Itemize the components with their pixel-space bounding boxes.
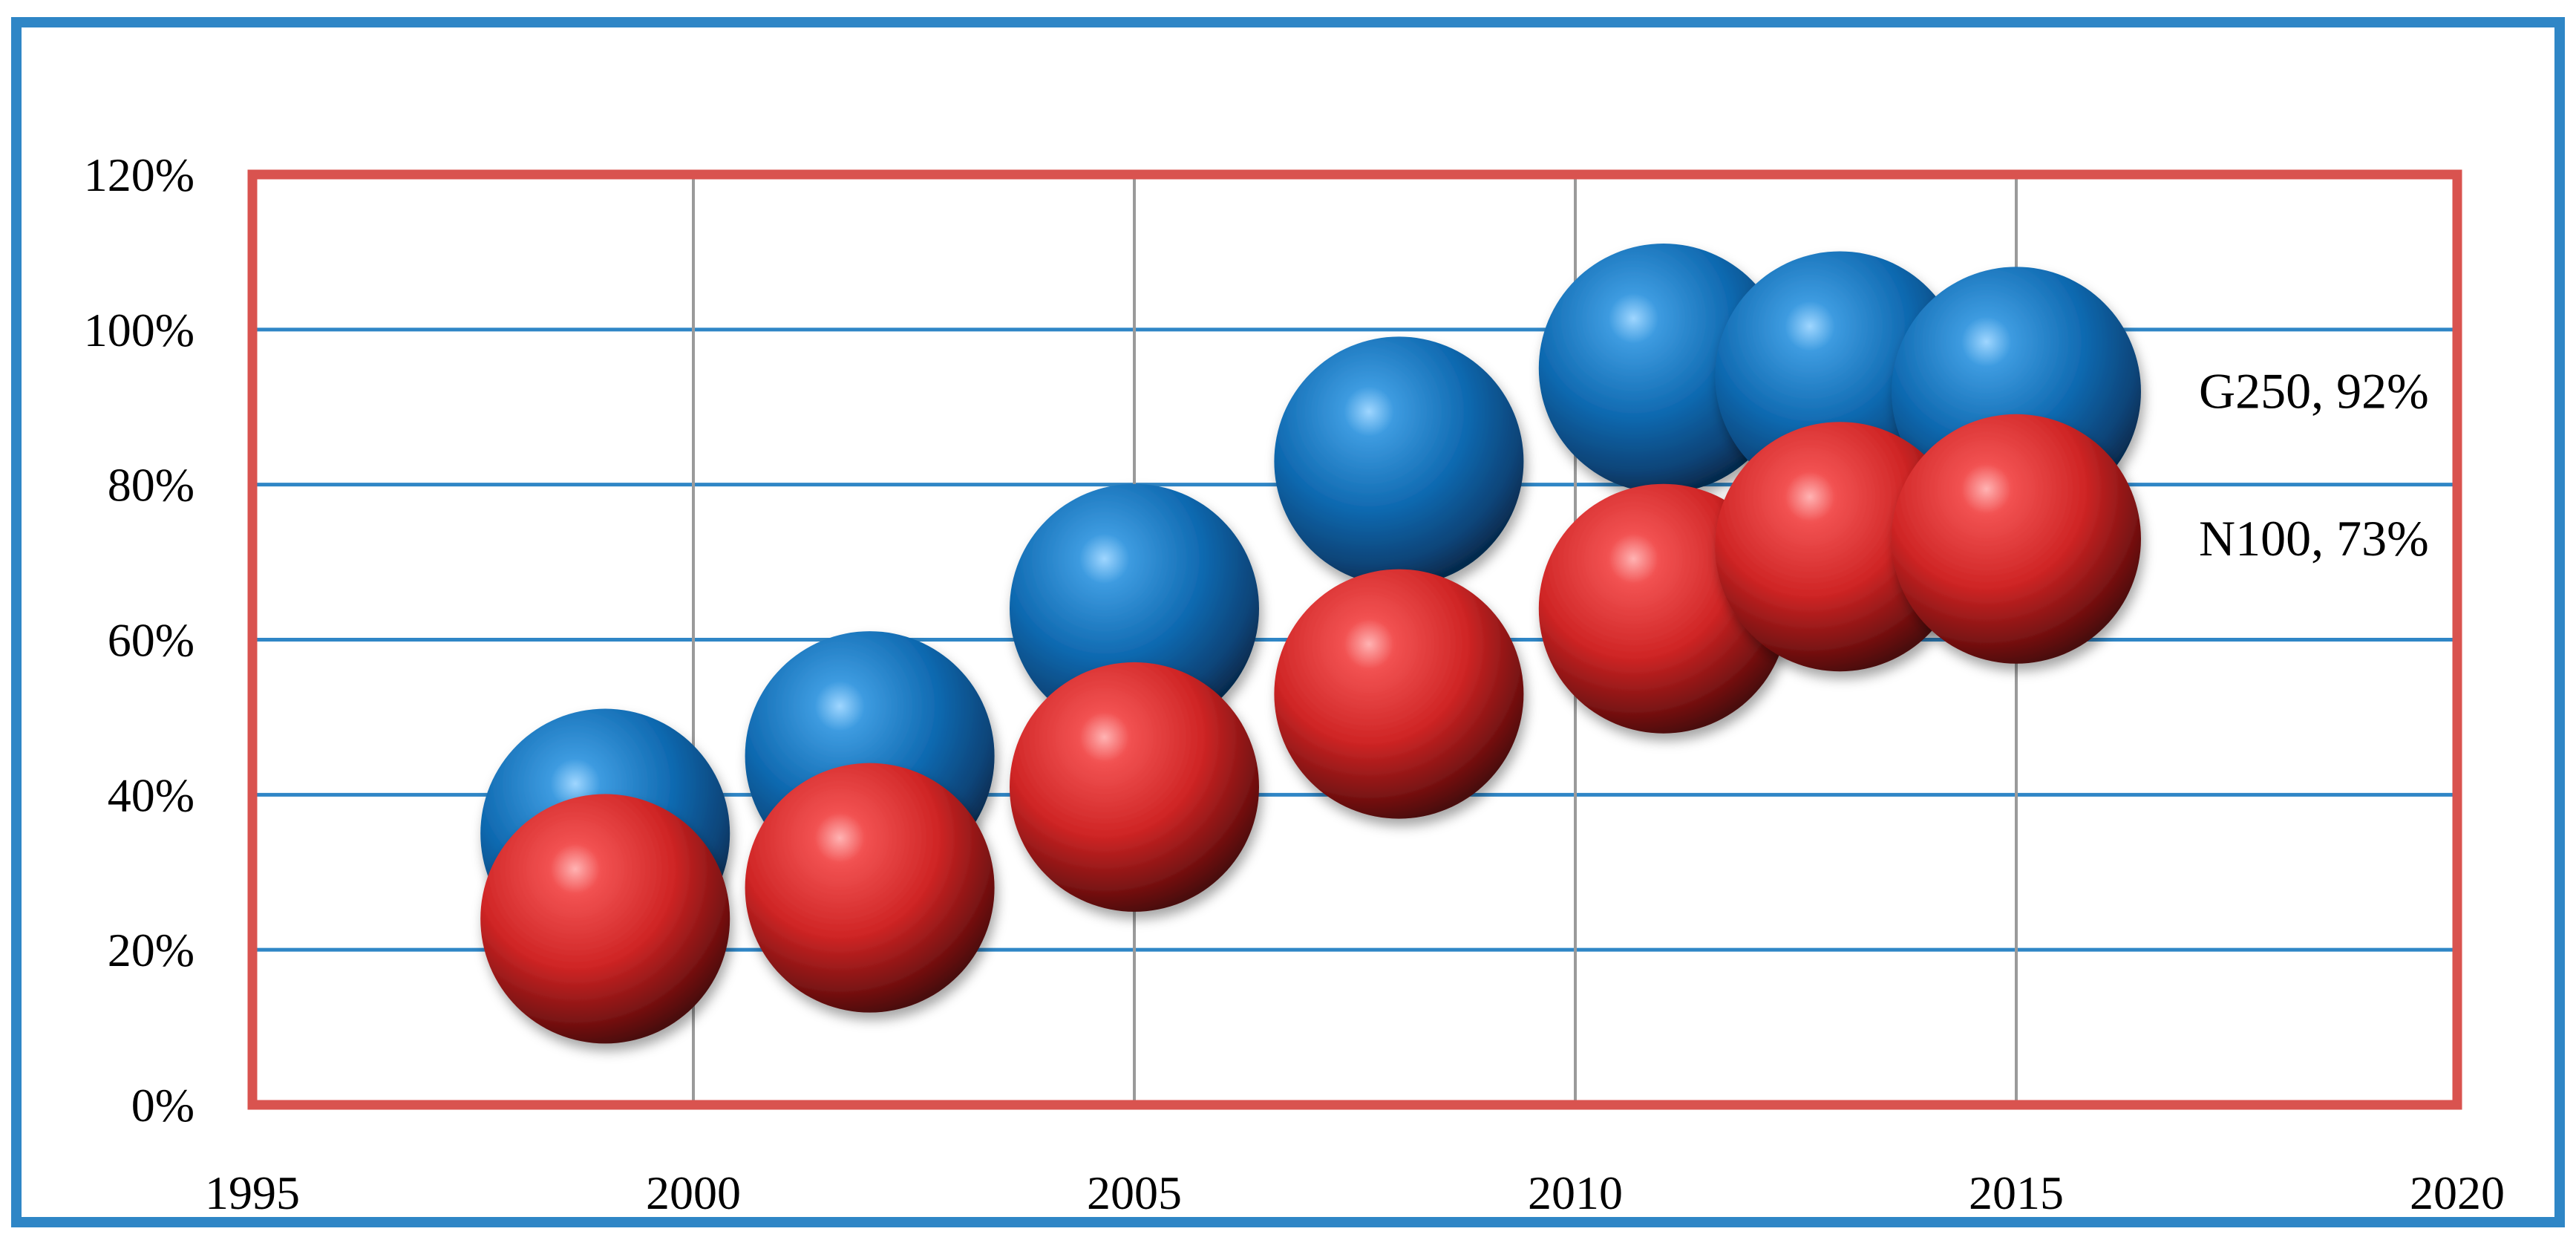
bubble-n100-2008 bbox=[1274, 569, 1524, 819]
x-tick-label: 2020 bbox=[2410, 1166, 2505, 1219]
bubble-g250-2005 bbox=[1010, 483, 1259, 734]
x-axis-tick-labels: 1995 2000 2005 2010 2015 2020 bbox=[205, 1166, 2505, 1219]
end-label-g250: G250, 92% bbox=[2199, 362, 2429, 419]
y-tick-label: 100% bbox=[84, 304, 194, 356]
y-tick-label: 40% bbox=[108, 769, 194, 821]
bubble-n100-2005 bbox=[1010, 662, 1259, 912]
bubble-n100-2013 bbox=[1715, 422, 1965, 672]
bubble-n100-2002 bbox=[745, 763, 995, 1013]
y-axis-tick-labels: 0% 20% 40% 60% 80% 100% 120% bbox=[84, 149, 194, 1132]
data-series bbox=[480, 244, 2141, 1044]
bubble-n100-1999 bbox=[480, 794, 730, 1044]
bubble-n100-2015 bbox=[1892, 414, 2141, 664]
y-tick-label: 20% bbox=[108, 924, 194, 976]
x-tick-label: 2005 bbox=[1087, 1166, 1182, 1219]
x-tick-label: 1995 bbox=[205, 1166, 300, 1219]
x-tick-label: 2015 bbox=[1969, 1166, 2064, 1219]
x-tick-label: 2010 bbox=[1528, 1166, 1623, 1219]
y-tick-label: 80% bbox=[108, 459, 194, 512]
x-tick-label: 2000 bbox=[646, 1166, 741, 1219]
series-end-labels: G250, 92% N100, 73% bbox=[2199, 362, 2429, 566]
bubble-g250-2011 bbox=[1538, 244, 1788, 494]
y-tick-label: 120% bbox=[84, 149, 194, 201]
series-n100 bbox=[480, 414, 2141, 1044]
bubble-g250-2008 bbox=[1274, 336, 1524, 587]
plot-area-border bbox=[247, 169, 2462, 1110]
y-tick-label: 60% bbox=[108, 614, 194, 667]
y-tick-label: 0% bbox=[131, 1079, 194, 1132]
end-label-n100: N100, 73% bbox=[2199, 510, 2429, 567]
